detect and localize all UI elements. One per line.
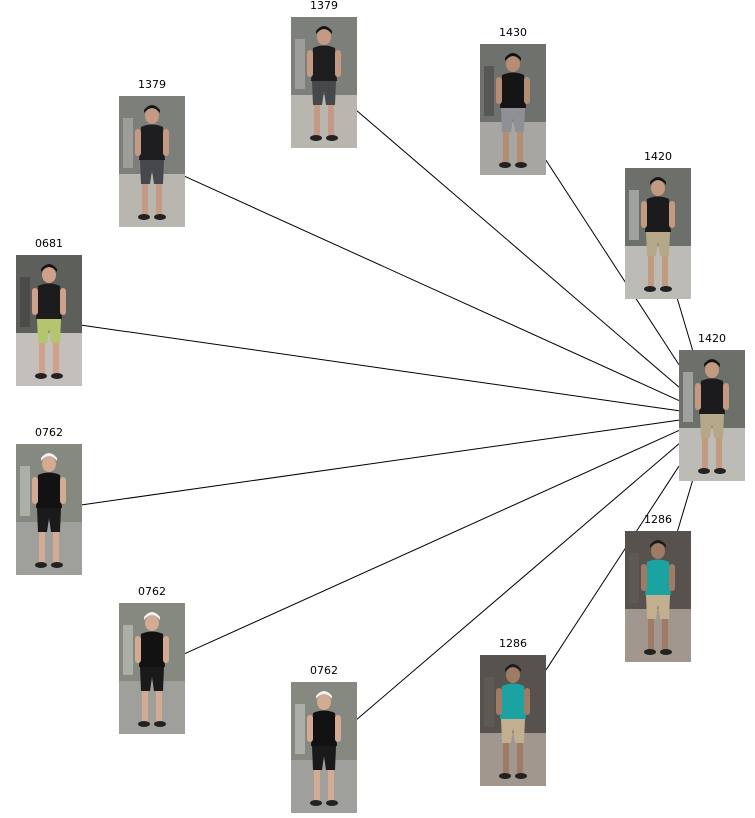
gallery-label: 0762	[310, 664, 338, 677]
gallery-node: 1430	[480, 26, 546, 175]
match-edge	[356, 443, 680, 720]
match-edge	[545, 465, 680, 671]
query-person-image	[679, 350, 745, 481]
gallery-node: 1379	[119, 78, 185, 227]
gallery-label: 1379	[138, 78, 166, 91]
gallery-node: 0762	[291, 664, 357, 813]
gallery-label: 0762	[138, 585, 166, 598]
gallery-label: 1286	[499, 637, 527, 650]
match-edge	[81, 419, 680, 506]
gallery-node: 1379	[291, 0, 357, 148]
person-image	[291, 17, 357, 148]
person-image	[119, 96, 185, 227]
gallery-node: 1420	[625, 150, 691, 299]
gallery-node: 1286	[480, 637, 546, 786]
gallery-label: 1286	[644, 513, 672, 526]
person-image	[625, 168, 691, 299]
match-edge	[184, 176, 680, 401]
match-edge	[184, 429, 680, 655]
gallery-node: 0681	[16, 237, 82, 386]
person-image	[16, 255, 82, 386]
gallery-label: 0681	[35, 237, 63, 250]
query-label: 1420	[698, 332, 726, 345]
match-edge	[676, 298, 694, 351]
match-edge	[81, 324, 680, 412]
query-node: 1420	[679, 332, 745, 481]
match-edge	[545, 159, 680, 366]
gallery-label: 0762	[35, 426, 63, 439]
gallery-node: 0762	[16, 426, 82, 575]
person-image	[625, 531, 691, 662]
gallery-node: 1286	[625, 513, 691, 662]
person-image	[291, 682, 357, 813]
gallery-label: 1420	[644, 150, 672, 163]
match-edge	[356, 110, 680, 388]
person-image	[480, 655, 546, 786]
match-edge	[677, 480, 693, 532]
gallery-label: 1379	[310, 0, 338, 12]
gallery-node: 0762	[119, 585, 185, 734]
person-image	[119, 603, 185, 734]
person-image	[480, 44, 546, 175]
person-image	[16, 444, 82, 575]
gallery-label: 1430	[499, 26, 527, 39]
